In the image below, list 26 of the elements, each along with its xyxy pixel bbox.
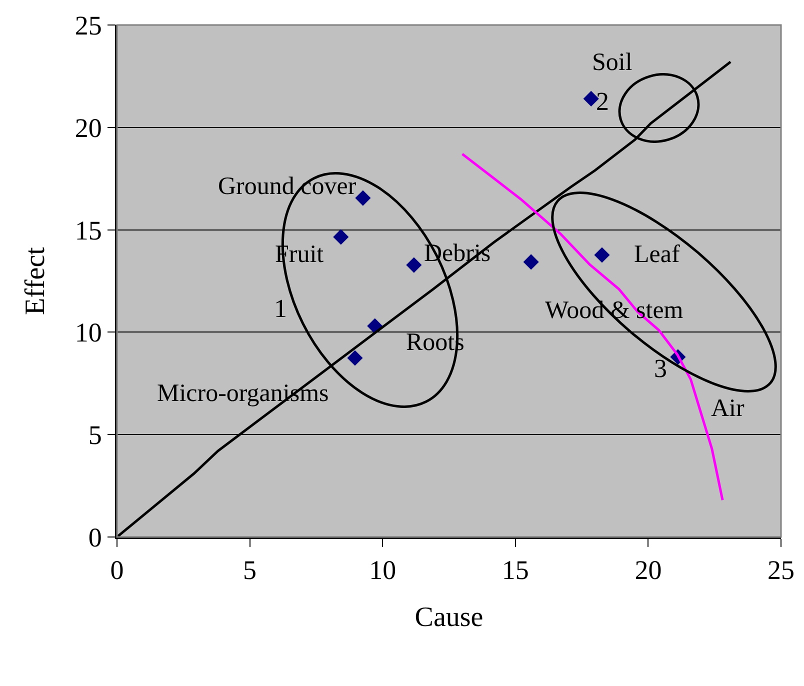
point [406,257,422,273]
point [355,190,371,206]
y-tick-label: 10 [74,318,102,348]
point [333,229,349,245]
annotation: Air [711,395,745,422]
x-tick-label: 10 [369,555,396,586]
x-tick-label: 25 [768,555,794,586]
point [594,247,610,263]
point [523,254,539,270]
y-tick-label: 15 [74,215,102,246]
y-axis-title: Effect [20,246,52,315]
x-tick-label: 5 [243,555,257,586]
point [347,350,363,366]
annotation: Leaf [634,241,680,268]
annotation: 3 [654,354,667,383]
y-tick-label: 25 [74,10,102,40]
x-tick-label: 20 [634,555,662,586]
x-tick-label: 15 [502,555,529,586]
annotation: Soil [592,49,632,76]
x-tick-label: 0 [110,555,124,586]
annotation: 1 [274,294,287,323]
y-tick-label: 0 [88,522,102,552]
annotation: 2 [596,87,609,116]
y-tick-label: 20 [74,112,102,143]
x-axis-title: Cause [414,602,484,633]
y-tick-label: 5 [88,420,102,450]
